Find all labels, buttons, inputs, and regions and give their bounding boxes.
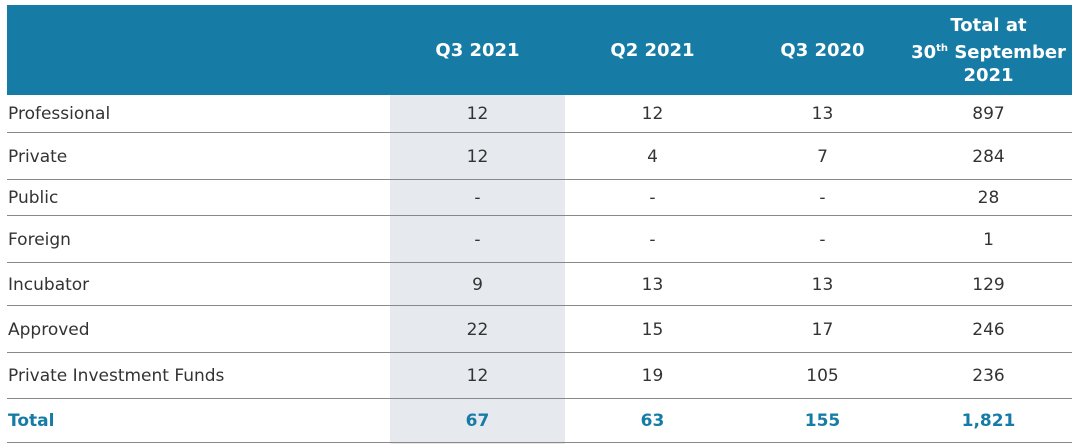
- cell: 4: [647, 146, 658, 167]
- row-divider: [7, 132, 1072, 133]
- row-label: Private: [8, 146, 68, 167]
- row-label: Private Investment Funds: [8, 366, 225, 386]
- cell: 12: [466, 146, 489, 167]
- header-text: 30: [911, 41, 937, 63]
- cell: 105: [806, 366, 839, 386]
- cell: 19: [641, 366, 664, 386]
- table-header: Q3 2021 Q2 2021 Q3 2020 Total at 30th Se…: [7, 5, 1072, 95]
- header-text: Total at: [950, 14, 1027, 36]
- header-cell: Q3 2021: [435, 39, 520, 61]
- cell: 236: [972, 366, 1005, 386]
- cell: 67: [465, 411, 490, 431]
- cell: 129: [972, 274, 1005, 295]
- cell: -: [474, 229, 481, 250]
- header-text: September: [954, 41, 1066, 63]
- header-total: Total at 30th September 2021: [911, 14, 1066, 87]
- row-divider: [7, 215, 1072, 216]
- header-text: 2021: [963, 64, 1014, 86]
- header-superscript: th: [936, 42, 949, 54]
- row-divider: [7, 352, 1072, 353]
- row-label: Foreign: [8, 229, 71, 250]
- cell: 12: [466, 104, 489, 124]
- cell: 897: [972, 104, 1005, 124]
- cell: -: [819, 229, 826, 250]
- row-label: Public: [8, 188, 59, 208]
- row-label: Approved: [8, 319, 90, 340]
- cell: 155: [804, 411, 841, 431]
- cell: 246: [972, 319, 1005, 340]
- cell: 13: [811, 274, 834, 295]
- cell: 63: [640, 411, 665, 431]
- cell: 1,821: [961, 411, 1016, 431]
- cell: 7: [817, 146, 828, 167]
- cell: 15: [641, 319, 664, 340]
- cell: 13: [641, 274, 664, 295]
- cell: 17: [811, 319, 834, 340]
- row-divider: [7, 398, 1072, 399]
- header-cell: Total at 30th September 2021: [905, 5, 1072, 95]
- cell: 12: [641, 104, 664, 124]
- cell: -: [474, 188, 481, 208]
- row-label: Total: [8, 411, 55, 431]
- row-label: Incubator: [8, 274, 90, 295]
- row-divider: [7, 179, 1072, 180]
- row-label: Professional: [8, 104, 111, 124]
- cell: -: [649, 229, 656, 250]
- cell: 22: [466, 319, 489, 340]
- header-cell: Q3 2020: [780, 39, 865, 61]
- cell: 12: [466, 366, 489, 386]
- cell: 13: [811, 104, 834, 124]
- cell: 9: [472, 274, 483, 295]
- cell: -: [649, 188, 656, 208]
- cell: 1: [983, 229, 994, 250]
- header-cell: Q2 2021: [610, 39, 695, 61]
- column-highlight: [390, 95, 565, 444]
- row-divider: [7, 305, 1072, 306]
- cell: 28: [977, 188, 1000, 208]
- row-divider: [7, 442, 1072, 443]
- row-divider: [7, 262, 1072, 263]
- cell: -: [819, 188, 826, 208]
- cell: 284: [972, 146, 1005, 167]
